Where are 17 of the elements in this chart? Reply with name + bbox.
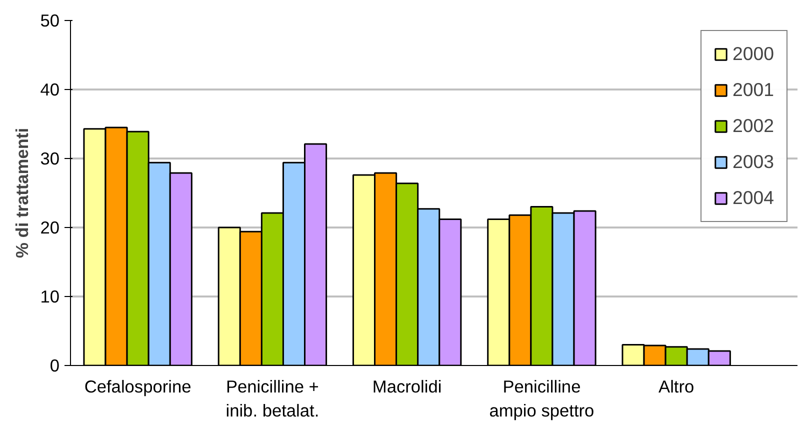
legend-label: 2003: [732, 151, 774, 173]
y-tick-label: 0: [50, 356, 60, 376]
y-tick-label: 10: [40, 286, 60, 306]
y-tick-label: 50: [40, 10, 60, 30]
x-tick-label: Penicilline + inib. betalat.: [226, 376, 320, 420]
y-tick-label: 40: [40, 80, 60, 100]
y-tick-label: 30: [40, 148, 60, 168]
y-axis-title: % di trattamenti: [12, 128, 32, 258]
legend-label: 2001: [732, 79, 774, 101]
legend-label: 2000: [732, 43, 774, 65]
x-tick-label: Altro: [658, 376, 694, 396]
y-tick-label: 20: [40, 218, 60, 238]
x-tick-label: Cefalosporine: [84, 376, 192, 396]
x-tick-label: Macrolidi: [372, 376, 442, 396]
x-tick-label: Penicilline ampio spettro: [489, 376, 594, 420]
legend-label: 2002: [732, 115, 774, 137]
legend-label: 2004: [732, 187, 774, 209]
